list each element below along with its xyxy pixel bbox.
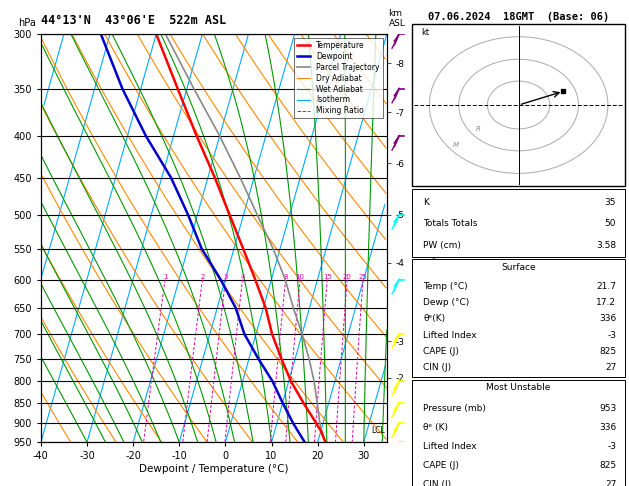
Text: 44°13'N  43°06'E  522m ASL: 44°13'N 43°06'E 522m ASL [41,14,226,27]
Text: Lifted Index: Lifted Index [423,442,477,451]
Text: 2: 2 [200,274,204,279]
Text: LCL: LCL [372,426,386,435]
Text: 25: 25 [359,274,367,279]
Bar [412,24,625,186]
Text: hPa: hPa [18,18,36,28]
Text: 1: 1 [163,274,167,279]
Text: Dewp (°C): Dewp (°C) [423,298,469,307]
X-axis label: Dewpoint / Temperature (°C): Dewpoint / Temperature (°C) [139,464,289,474]
Text: CIN (J): CIN (J) [423,480,451,486]
Text: 17.2: 17.2 [596,298,616,307]
Text: θᵉ(K): θᵉ(K) [423,314,445,323]
Y-axis label: Mixing Ratio (g/kg): Mixing Ratio (g/kg) [430,192,440,284]
Text: 21.7: 21.7 [596,282,616,291]
Text: 35: 35 [604,198,616,207]
Text: CIN (J): CIN (J) [423,363,451,372]
Text: 50: 50 [604,220,616,228]
Text: Surface: Surface [501,263,536,272]
Text: kt: kt [421,29,429,37]
Text: 953: 953 [599,403,616,413]
Bar [412,189,625,257]
Text: PW (cm): PW (cm) [423,241,461,250]
Text: 07.06.2024  18GMT  (Base: 06): 07.06.2024 18GMT (Base: 06) [428,12,610,22]
Text: 336: 336 [599,314,616,323]
Text: 825: 825 [599,461,616,469]
Text: R: R [476,126,481,132]
Text: K: K [423,198,429,207]
Text: Most Unstable: Most Unstable [486,383,551,392]
Bar [412,380,625,486]
Text: Totals Totals: Totals Totals [423,220,477,228]
Text: CAPE (J): CAPE (J) [423,347,459,356]
Text: -3: -3 [607,330,616,340]
Text: 27: 27 [605,363,616,372]
Text: 15: 15 [323,274,331,279]
Text: θᵉ (K): θᵉ (K) [423,422,448,432]
Text: 3: 3 [223,274,228,279]
Legend: Temperature, Dewpoint, Parcel Trajectory, Dry Adiabat, Wet Adiabat, Isotherm, Mi: Temperature, Dewpoint, Parcel Trajectory… [294,38,383,119]
Text: 20: 20 [343,274,352,279]
Text: 336: 336 [599,422,616,432]
Text: 8: 8 [283,274,288,279]
Text: Pressure (mb): Pressure (mb) [423,403,486,413]
Text: CAPE (J): CAPE (J) [423,461,459,469]
Text: -3: -3 [607,442,616,451]
Text: 10: 10 [296,274,304,279]
Text: Lifted Index: Lifted Index [423,330,477,340]
Text: 4: 4 [240,274,245,279]
Text: 3.58: 3.58 [596,241,616,250]
Text: M: M [453,141,459,148]
Bar [412,260,625,377]
Text: km
ASL: km ASL [389,9,406,28]
Text: 825: 825 [599,347,616,356]
Text: Temp (°C): Temp (°C) [423,282,468,291]
Text: 27: 27 [605,480,616,486]
